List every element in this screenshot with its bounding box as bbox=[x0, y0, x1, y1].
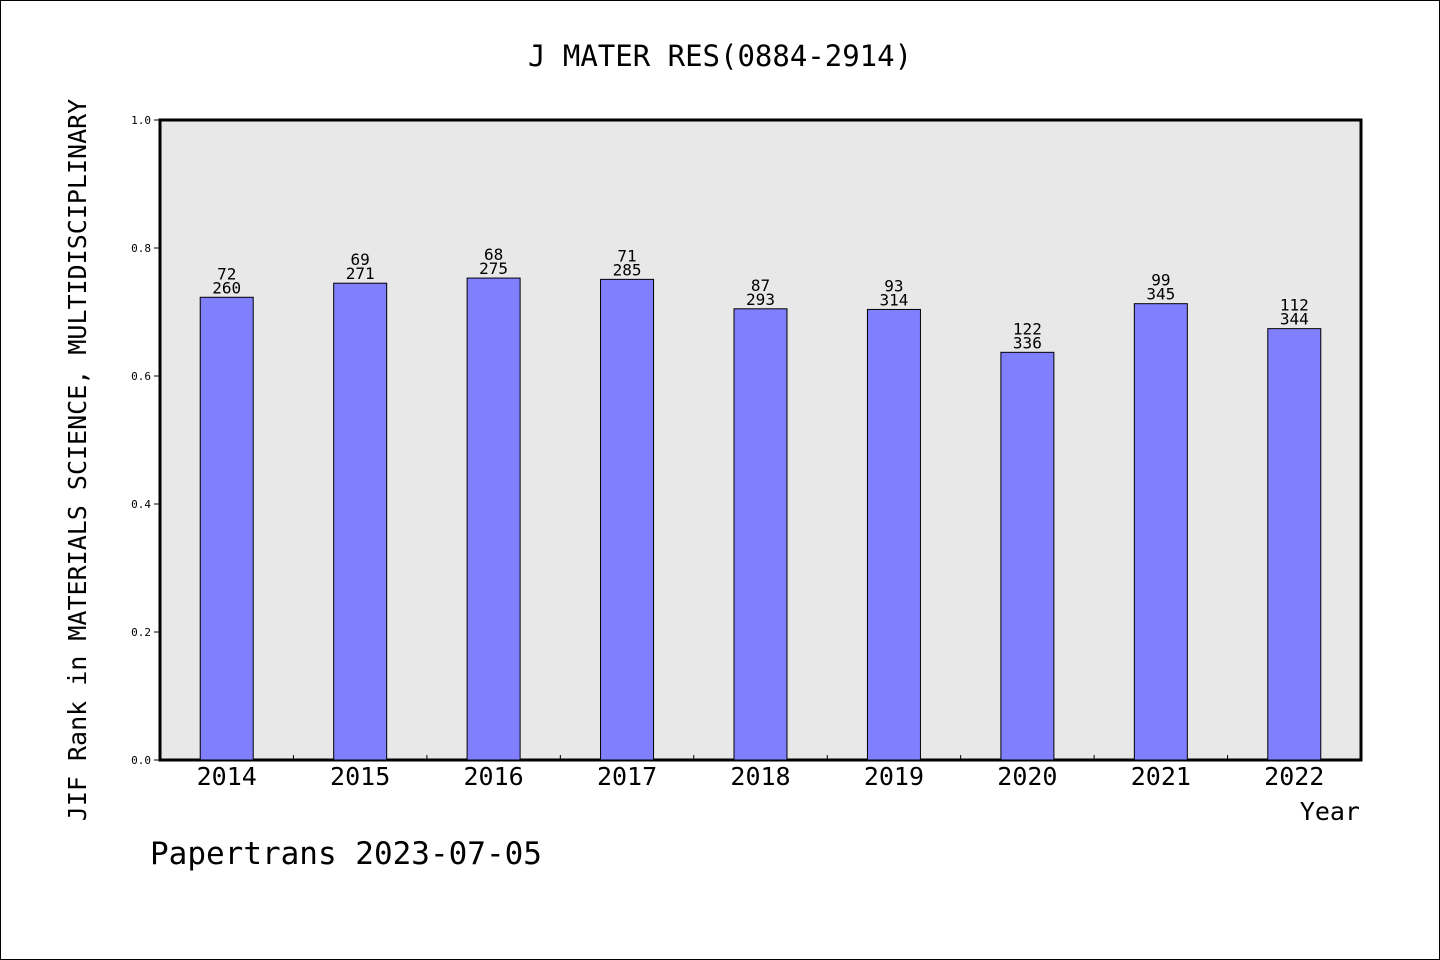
bar-rank-label: 69 bbox=[351, 250, 370, 269]
x-tick-label: 2014 bbox=[197, 762, 257, 791]
y-axis-label: JIF Rank in MATERIALS SCIENCE, MULTIDISC… bbox=[63, 99, 92, 821]
bar-rank-label: 93 bbox=[884, 276, 903, 295]
bar-total-label: 293 bbox=[746, 290, 775, 309]
y-tick-label: 0.2 bbox=[131, 626, 151, 639]
footer-text: Papertrans 2023-07-05 bbox=[150, 836, 542, 872]
bar bbox=[733, 308, 788, 761]
x-tick-label: 2018 bbox=[730, 762, 790, 791]
bar-total-label: 275 bbox=[479, 259, 508, 278]
bar-total-label: 271 bbox=[346, 264, 375, 283]
bar-total-label: 344 bbox=[1280, 310, 1309, 329]
bar-total-label: 260 bbox=[212, 278, 241, 297]
x-axis-label: Year bbox=[1300, 797, 1360, 826]
x-tick-label: 2021 bbox=[1131, 762, 1191, 791]
x-tick-label: 2016 bbox=[464, 762, 524, 791]
bar bbox=[1133, 303, 1188, 761]
bar-rank-label: 87 bbox=[751, 276, 770, 295]
bar-total-label: 285 bbox=[613, 260, 642, 279]
bar-total-label: 345 bbox=[1146, 285, 1175, 304]
bar-rank-label: 68 bbox=[484, 245, 503, 264]
bar-rank-label: 122 bbox=[1013, 319, 1042, 338]
y-tick-label: 0.0 bbox=[131, 754, 151, 767]
x-tick-label: 2015 bbox=[330, 762, 390, 791]
y-tick-label: 0.8 bbox=[131, 242, 151, 255]
bar bbox=[866, 308, 921, 761]
bar-rank-label: 99 bbox=[1151, 271, 1170, 290]
x-tick-label: 2017 bbox=[597, 762, 657, 791]
bar bbox=[600, 278, 655, 761]
bar-total-label: 336 bbox=[1013, 333, 1042, 352]
bar-rank-label: 72 bbox=[217, 264, 236, 283]
bar bbox=[1267, 328, 1322, 761]
y-tick-label: 0.6 bbox=[131, 370, 151, 383]
bar-rank-label: 112 bbox=[1280, 296, 1309, 315]
bar-rank-label: 71 bbox=[617, 246, 636, 265]
y-tick-label: 1.0 bbox=[131, 114, 151, 127]
bar-total-label: 314 bbox=[879, 290, 908, 309]
chart-title: J MATER RES(0884-2914) bbox=[528, 39, 912, 73]
x-tick-label: 2019 bbox=[864, 762, 924, 791]
bar bbox=[333, 282, 388, 761]
bar bbox=[1000, 351, 1055, 761]
x-tick-label: 2020 bbox=[997, 762, 1057, 791]
y-tick-label: 0.4 bbox=[131, 498, 151, 511]
x-tick-label: 2022 bbox=[1264, 762, 1324, 791]
bar bbox=[199, 296, 254, 761]
bar bbox=[466, 277, 521, 761]
